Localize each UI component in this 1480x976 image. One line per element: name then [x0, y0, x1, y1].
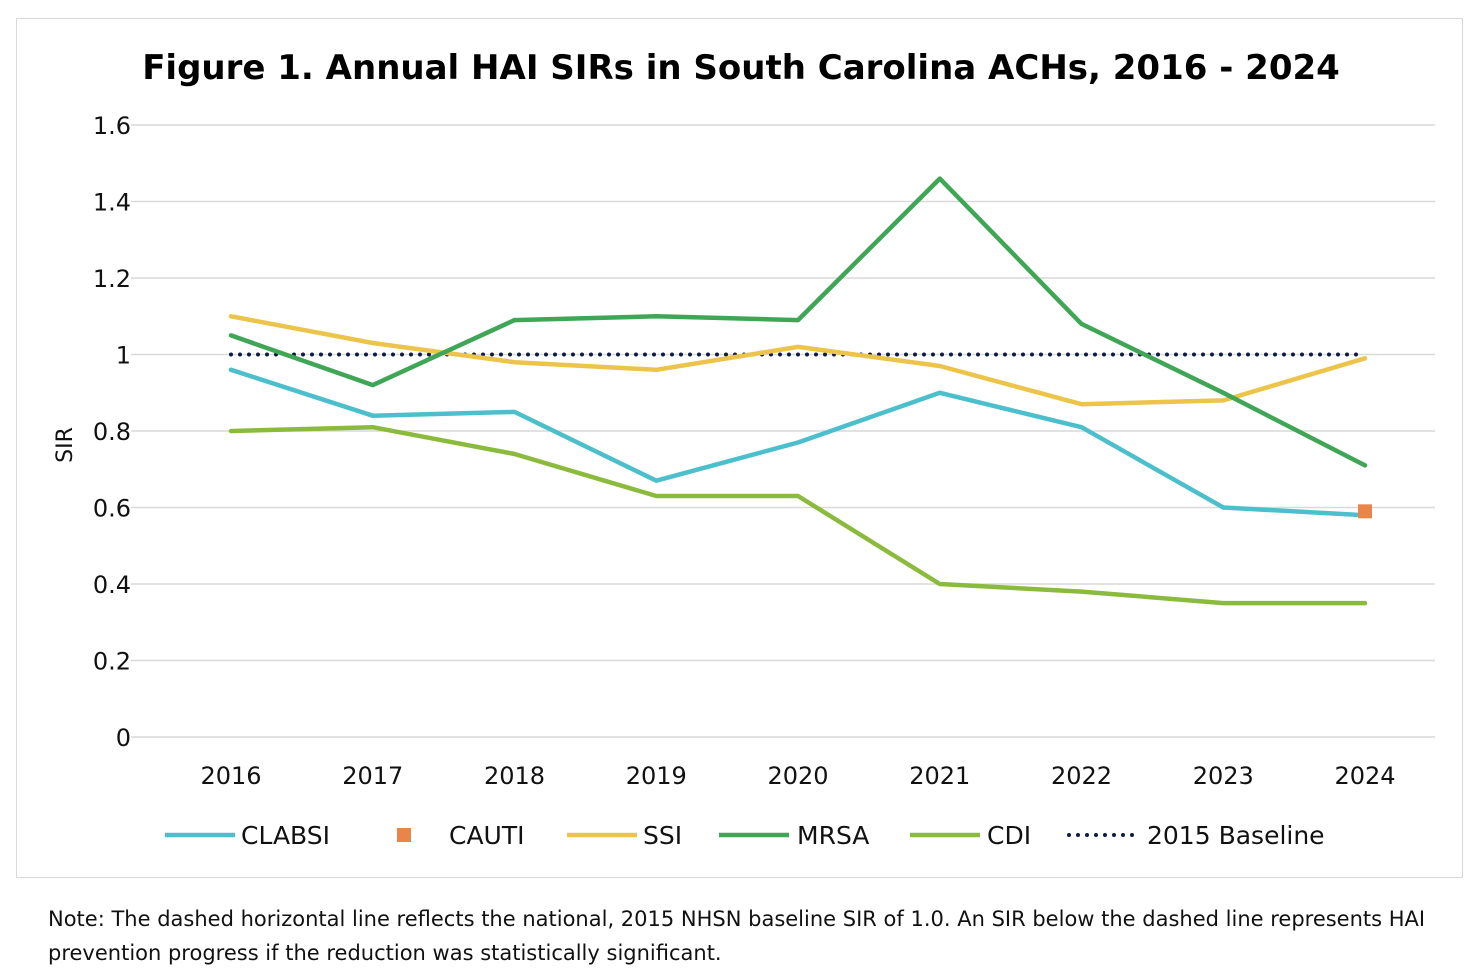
x-tick-label: 2017: [342, 762, 403, 790]
x-tick-label: 2020: [767, 762, 828, 790]
x-tick-label: 2019: [626, 762, 687, 790]
y-tick-label: 1.6: [93, 112, 131, 140]
series-line-ssi: [228, 314, 1368, 407]
x-tick-label: 2023: [1193, 762, 1254, 790]
y-tick-label: 1.2: [93, 265, 131, 293]
series-point-cauti: [1358, 504, 1372, 519]
y-tick-label: 0.4: [93, 571, 131, 599]
chart-title: Figure 1. Annual HAI SIRs in South Carol…: [142, 48, 1340, 88]
x-tick-label: 2018: [484, 762, 545, 790]
y-axis-title: SIR: [53, 427, 78, 463]
y-tick-label: 0.6: [93, 495, 131, 523]
series-line-mrsa: [228, 176, 1368, 468]
series-line-cdi: [228, 424, 1368, 606]
legend: CLABSI CAUTI SSI MRSA CDI 2015 Baseline: [165, 821, 1325, 850]
chart-frame: Figure 1. Annual HAI SIRs in South Carol…: [16, 18, 1463, 878]
y-tick-labels: 0 0.2 0.4 0.6 0.8 1 1.2 1.4 1.6: [93, 112, 131, 752]
x-tick-label: 2022: [1051, 762, 1112, 790]
legend-label-clabsi: CLABSI: [241, 821, 330, 850]
legend-label-ssi: SSI: [643, 821, 682, 850]
series-layer: [228, 176, 1372, 606]
y-tick-label: 0.8: [93, 418, 131, 446]
grid-layer: [131, 124, 1435, 738]
y-tick-label: 1: [116, 342, 131, 370]
legend-label-cauti: CAUTI: [449, 821, 525, 850]
y-tick-label: 0.2: [93, 648, 131, 676]
y-tick-label: 1.4: [93, 189, 131, 217]
legend-marker-cauti: [397, 828, 411, 842]
legend-label-cdi: CDI: [987, 821, 1031, 850]
legend-label-mrsa: MRSA: [797, 821, 869, 850]
x-tick-label: 2024: [1334, 762, 1395, 790]
chart-svg: Figure 1. Annual HAI SIRs in South Carol…: [53, 48, 1435, 850]
chart-note: Note: The dashed horizontal line reflect…: [48, 907, 1426, 965]
legend-label-2015-baseline: 2015 Baseline: [1147, 821, 1325, 850]
series-line-clabsi: [228, 367, 1368, 518]
x-tick-label: 2021: [909, 762, 970, 790]
x-tick-label: 2016: [200, 762, 261, 790]
y-tick-label: 0: [116, 724, 131, 752]
x-tick-labels: 2016 2017 2018 2019 2020 2021 2022 2023 2024: [200, 762, 1395, 790]
